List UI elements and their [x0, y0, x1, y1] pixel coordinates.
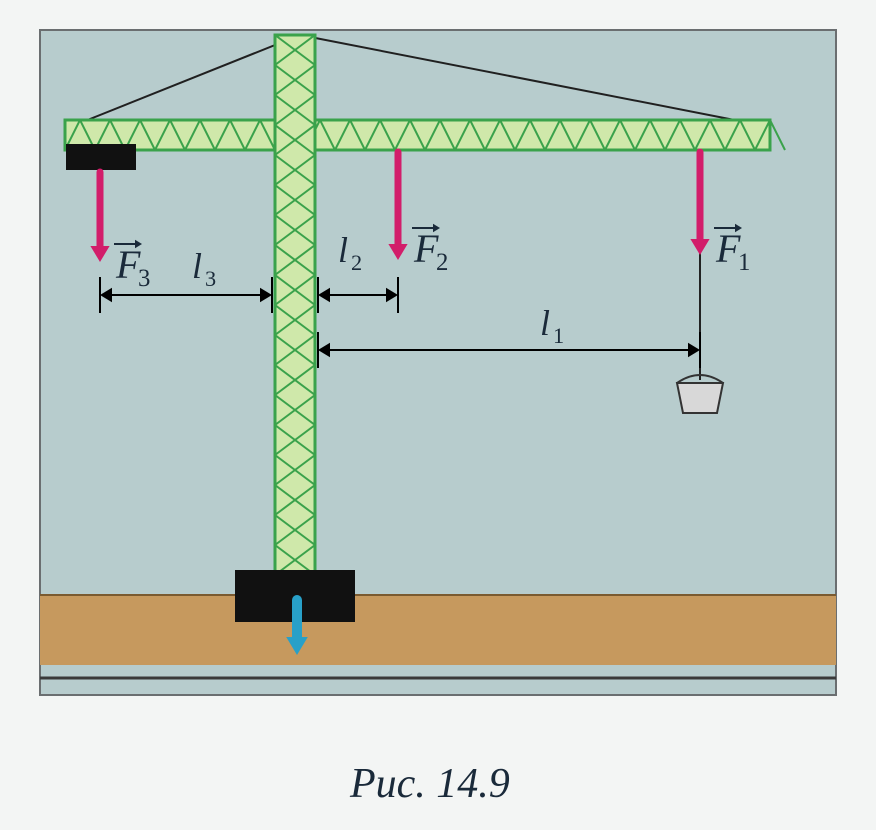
svg-text:2: 2	[436, 249, 448, 276]
svg-text:l: l	[192, 246, 202, 286]
svg-text:l: l	[338, 230, 348, 270]
svg-text:3: 3	[205, 266, 216, 291]
svg-text:2: 2	[351, 250, 362, 275]
ground	[40, 595, 836, 665]
svg-text:l: l	[540, 303, 550, 343]
svg-text:3: 3	[138, 265, 150, 292]
crane-diagram: F1F2F3l1l2l3	[0, 0, 876, 825]
svg-text:1: 1	[553, 323, 564, 348]
figure-caption: Рис. 14.9	[350, 760, 510, 808]
counterweight	[66, 144, 136, 170]
svg-text:1: 1	[738, 249, 750, 276]
bucket	[677, 383, 723, 413]
